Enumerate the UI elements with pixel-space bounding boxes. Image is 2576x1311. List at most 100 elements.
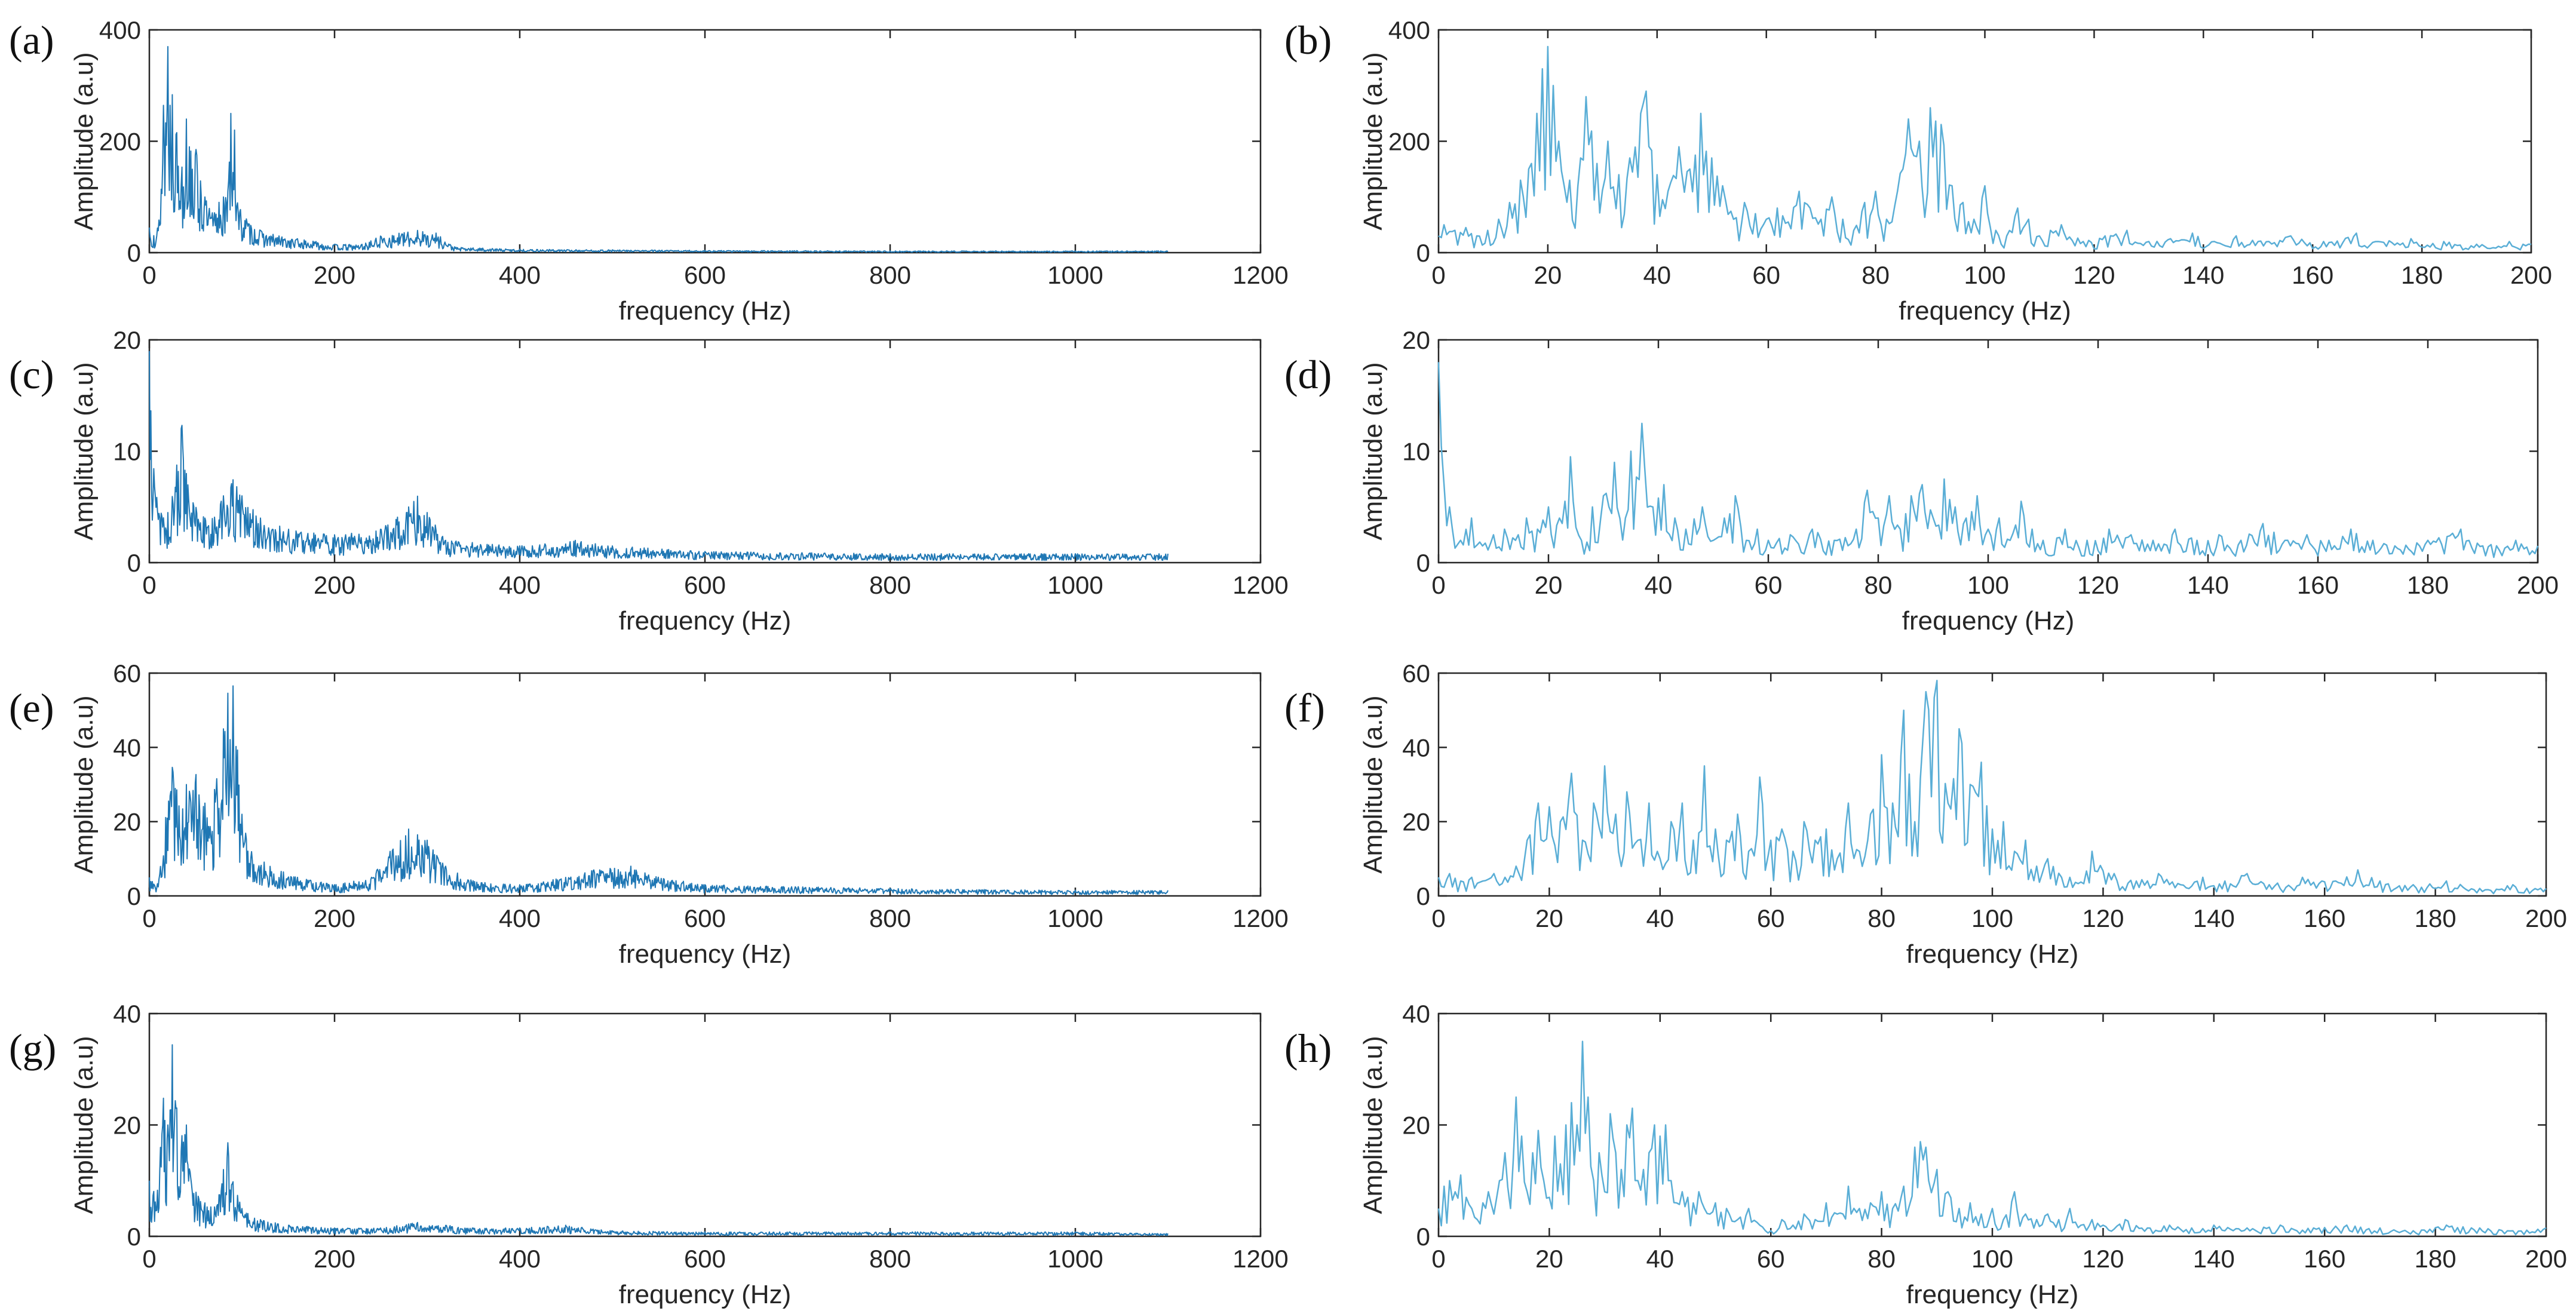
x-tick-label: 0 [1431, 261, 1445, 289]
y-tick-label: 60 [113, 659, 141, 687]
y-tick-label: 40 [113, 1000, 141, 1028]
x-tick-label: 800 [869, 261, 911, 289]
x-tick-label: 180 [2415, 1245, 2457, 1273]
y-tick-label: 20 [1402, 808, 1430, 836]
x-tick-label: 400 [499, 571, 541, 599]
x-axis-label: frequency (Hz) [1899, 296, 2071, 326]
y-tick-label: 200 [1388, 128, 1430, 156]
x-axis-label: frequency (Hz) [619, 296, 792, 326]
x-axis-label: frequency (Hz) [619, 606, 792, 635]
panel-label: (g) [9, 1026, 56, 1071]
x-tick-label: 40 [1643, 261, 1671, 289]
y-tick-label: 20 [113, 1112, 141, 1140]
spectrum-line [149, 685, 1169, 895]
y-tick-label: 20 [113, 326, 141, 354]
y-tick-label: 40 [1402, 733, 1430, 762]
x-tick-label: 60 [1757, 1245, 1785, 1273]
x-tick-label: 1200 [1232, 571, 1288, 599]
spectrum-line [149, 351, 1169, 561]
x-tick-label: 200 [314, 904, 355, 932]
panel-label: (a) [9, 17, 54, 63]
y-tick-label: 0 [1416, 882, 1430, 910]
x-tick-label: 200 [2510, 261, 2552, 289]
spectrum-line [1437, 362, 2539, 558]
spectrum-line [149, 46, 1169, 253]
x-tick-label: 20 [1535, 571, 1563, 599]
panel-d: 0 20 40 60 80 100 120 140 160 180 200 0 10 20 frequenc… [1284, 326, 2559, 635]
panel-h: 0 20 40 60 80 100 120 140 160 180 200 0 20 40 frequenc… [1284, 1000, 2567, 1309]
panel-a: 0 200 400 600 800 1000 1200 0 200 400 frequency (H… [9, 16, 1289, 326]
plot-frame [148, 672, 1262, 897]
panel-label: (b) [1284, 17, 1332, 63]
x-tick-label: 20 [1535, 1245, 1563, 1273]
x-tick-label: 200 [2525, 904, 2567, 932]
plot-frame [1437, 29, 2532, 254]
x-tick-label: 120 [2082, 1245, 2124, 1273]
panel-label: (d) [1284, 352, 1332, 397]
x-tick-label: 100 [1964, 261, 2005, 289]
x-tick-label: 140 [2187, 571, 2229, 599]
x-tick-label: 180 [2407, 571, 2449, 599]
x-tick-label: 120 [2077, 571, 2119, 599]
x-tick-label: 200 [2517, 571, 2559, 599]
x-tick-label: 120 [2073, 261, 2115, 289]
x-tick-label: 100 [1967, 571, 2009, 599]
x-tick-label: 40 [1646, 904, 1674, 932]
x-tick-label: 400 [499, 261, 541, 289]
x-tick-label: 160 [2292, 261, 2333, 289]
x-tick-label: 0 [1431, 904, 1445, 932]
y-axis-label: Amplitude (a.u) [69, 695, 99, 873]
x-axis-label: frequency (Hz) [1906, 1280, 2079, 1309]
spectrum-line [149, 1044, 1169, 1236]
x-tick-label: 80 [1864, 571, 1893, 599]
x-tick-label: 1000 [1047, 904, 1103, 932]
x-tick-label: 200 [314, 1245, 355, 1273]
y-tick-label: 0 [127, 882, 141, 910]
y-axis-label: Amplitude (a.u) [69, 1036, 99, 1214]
y-tick-label: 0 [1416, 1223, 1430, 1251]
panel-label: (h) [1284, 1026, 1332, 1071]
plot-frame [148, 339, 1262, 564]
x-axis-label: frequency (Hz) [1906, 940, 2079, 969]
x-tick-label: 80 [1867, 904, 1896, 932]
x-tick-label: 100 [1971, 904, 2013, 932]
x-tick-label: 600 [684, 904, 726, 932]
panel-f: 0 20 40 60 80 100 120 140 160 180 200 0 20 40 60 freque… [1284, 659, 2567, 969]
y-tick-label: 400 [99, 16, 141, 44]
x-tick-label: 140 [2193, 904, 2235, 932]
x-tick-label: 600 [684, 261, 726, 289]
x-axis-label: frequency (Hz) [619, 940, 792, 969]
y-tick-label: 0 [1416, 239, 1430, 267]
y-tick-label: 60 [1402, 659, 1430, 687]
x-tick-label: 1000 [1047, 1245, 1103, 1273]
spectrum-line [1438, 45, 2532, 251]
y-axis-label: Amplitude (a.u) [1358, 1036, 1388, 1214]
y-tick-label: 0 [1416, 549, 1430, 577]
y-axis-label: Amplitude (a.u) [1358, 362, 1388, 540]
x-tick-label: 0 [142, 904, 156, 932]
x-tick-label: 180 [2401, 261, 2443, 289]
y-tick-label: 10 [113, 438, 141, 466]
x-tick-label: 600 [684, 571, 726, 599]
spectrum-line [1437, 680, 2547, 895]
x-tick-label: 140 [2182, 261, 2224, 289]
y-tick-label: 400 [1388, 16, 1430, 44]
x-axis-label: frequency (Hz) [1902, 606, 2075, 635]
x-tick-label: 200 [314, 261, 355, 289]
x-tick-label: 160 [2304, 1245, 2345, 1273]
y-tick-label: 20 [1402, 326, 1430, 354]
x-tick-label: 1200 [1232, 904, 1288, 932]
x-tick-label: 40 [1646, 1245, 1674, 1273]
x-tick-label: 800 [869, 571, 911, 599]
y-tick-label: 40 [113, 733, 141, 762]
x-tick-label: 0 [1431, 1245, 1445, 1273]
y-axis-label: Amplitude (a.u) [69, 362, 99, 540]
panel-g: 0 200 400 600 800 1000 1200 0 20 40 frequency (Hz)… [9, 1000, 1289, 1309]
plot-frame [1437, 1012, 2547, 1238]
y-tick-label: 0 [127, 239, 141, 267]
y-tick-label: 200 [99, 128, 141, 156]
y-tick-label: 20 [113, 808, 141, 836]
y-tick-label: 20 [1402, 1112, 1430, 1140]
x-tick-label: 80 [1862, 261, 1890, 289]
